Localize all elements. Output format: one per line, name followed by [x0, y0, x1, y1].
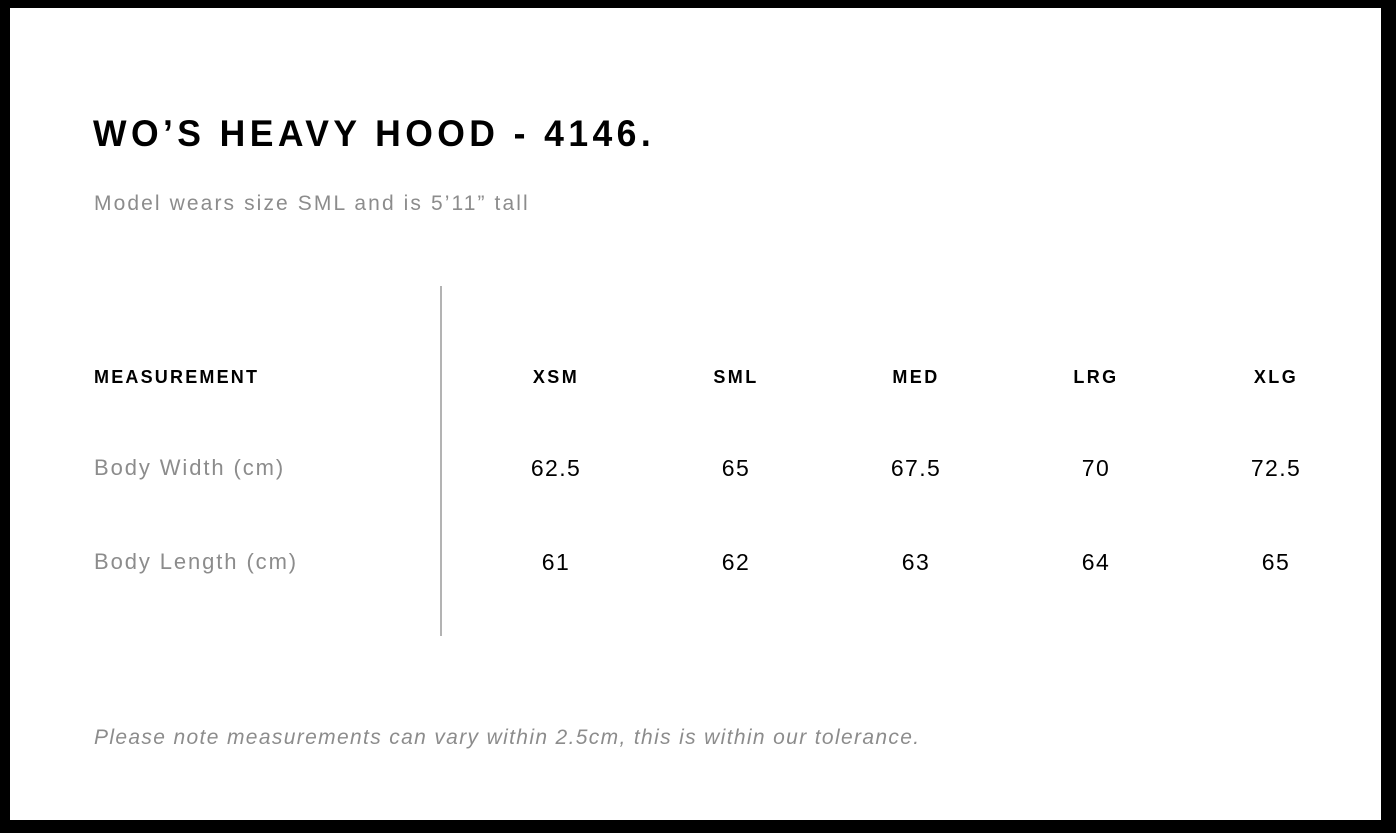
cell-body-length-med: 63 [901, 549, 931, 575]
cell-body-length-xsm: 61 [541, 549, 571, 575]
table-row: Body Length (cm) 61 62 63 64 65 [10, 546, 1381, 578]
column-header-measurement: MEASUREMENT [94, 367, 260, 387]
column-header-xsm: XSM [532, 367, 580, 387]
model-info-subtitle: Model wears size SML and is 5’11” tall [94, 192, 530, 215]
column-header-lrg: LRG [1073, 367, 1119, 387]
column-header-sml: SML [713, 367, 759, 387]
cell-body-length-xlg: 65 [1261, 549, 1291, 575]
cell-body-width-lrg: 70 [1081, 455, 1111, 481]
size-guide-card: WO’S HEAVY HOOD - 4146. Model wears size… [10, 8, 1381, 820]
table-vertical-divider [440, 286, 442, 636]
cell-body-length-lrg: 64 [1081, 549, 1111, 575]
table-row: Body Width (cm) 62.5 65 67.5 70 72.5 [10, 452, 1381, 484]
cell-body-length-sml: 62 [721, 549, 751, 575]
page-title: WO’S HEAVY HOOD - 4146. [93, 113, 656, 154]
column-header-med: MED [892, 367, 940, 387]
cell-body-width-med: 67.5 [890, 455, 942, 481]
tolerance-footnote: Please note measurements can vary within… [94, 726, 921, 749]
cell-body-width-sml: 65 [721, 455, 751, 481]
size-chart-table: MEASUREMENT XSM SML MED LRG XLG Body Wid… [10, 8, 1381, 820]
column-header-xlg: XLG [1253, 367, 1299, 387]
table-header-row: MEASUREMENT XSM SML MED LRG XLG [10, 361, 1381, 393]
row-label-body-length: Body Length (cm) [94, 549, 299, 574]
cell-body-width-xlg: 72.5 [1250, 455, 1302, 481]
row-label-body-width: Body Width (cm) [94, 455, 286, 480]
cell-body-width-xsm: 62.5 [530, 455, 582, 481]
